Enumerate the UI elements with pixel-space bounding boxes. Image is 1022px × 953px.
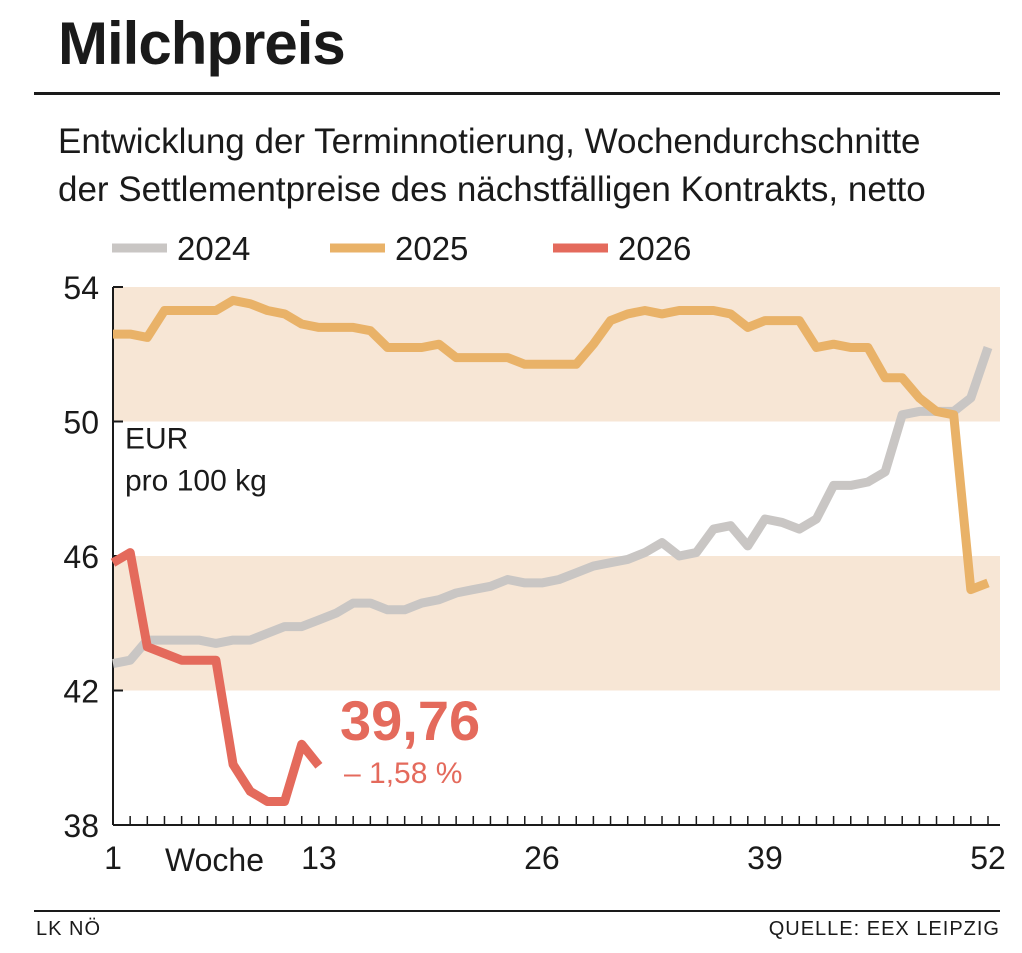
x-tick-label-39: 39	[747, 840, 783, 876]
x-tick-label-52: 52	[970, 840, 1006, 876]
y-tick-label-46: 46	[63, 539, 99, 575]
x-tick-label-1: 1	[104, 840, 122, 876]
series-line-2026	[110, 548, 323, 806]
title-rule	[34, 92, 1000, 95]
subtitle-line-1: Entwicklung der Terminnotierung, Wochend…	[58, 122, 921, 161]
y-tick-label-50: 50	[63, 405, 99, 441]
legend-label-2025: 2025	[395, 230, 468, 267]
x-tick-label-13: 13	[301, 840, 337, 876]
page-title: Milchpreis	[58, 10, 346, 77]
last-value-annotation: 39,76	[340, 689, 480, 752]
footer-source: QUELLE: EEX LEIPZIG	[768, 918, 1000, 940]
legend-label-2024: 2024	[177, 230, 250, 267]
x-axis-label: Woche	[165, 842, 264, 878]
x-tick-label-26: 26	[524, 840, 560, 876]
label-group: EUR pro 100 kg 39,76 – 1,58 %	[125, 422, 480, 790]
legend: 2024 2025 2026	[112, 230, 691, 267]
y-tick-label-42: 42	[63, 674, 99, 710]
axes: 38 42 46 50 54 1 13 26 39 52 Woche	[63, 270, 1005, 878]
y-tick-label-54: 54	[63, 270, 99, 306]
unit-label-line-1: EUR	[125, 422, 188, 455]
series-line-2025	[113, 295, 990, 595]
series-group	[110, 295, 993, 806]
y-tick-label-38: 38	[63, 808, 99, 844]
chart-subtitle: Entwicklung der Terminnotierung, Wochend…	[58, 118, 1008, 214]
legend-label-2026: 2026	[618, 230, 691, 267]
subtitle-line-2: der Settlementpreise des nächstfälligen …	[58, 170, 926, 209]
unit-label-line-2: pro 100 kg	[125, 464, 267, 497]
series-line-2024	[112, 346, 993, 669]
footer-publisher: LK NÖ	[36, 918, 102, 940]
footer-rule	[34, 910, 1000, 912]
change-annotation: – 1,58 %	[344, 757, 462, 790]
